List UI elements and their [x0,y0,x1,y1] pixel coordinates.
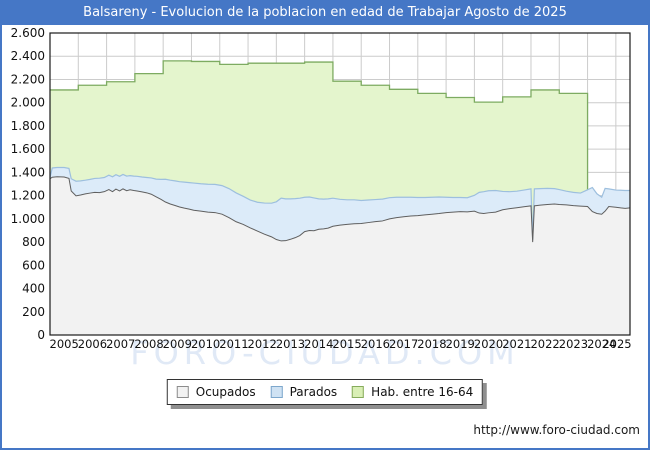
y-tick-label: 1.200 [11,189,45,203]
x-tick-label: 2007 [106,337,135,351]
x-tick-label: 2015 [332,337,361,351]
x-tick-label: 2025 [602,337,631,351]
y-tick-label: 600 [22,258,45,272]
y-tick-label: 2.400 [11,49,45,63]
legend-item-ocupados: Ocupados [176,385,256,399]
footer-url[interactable]: http://www.foro-ciudad.com [473,423,640,437]
legend-swatch [176,386,189,398]
y-tick-label: 200 [22,305,45,319]
x-tick-label: 2005 [50,337,79,351]
y-tick-label: 1.400 [11,165,45,179]
legend-swatch [352,386,365,398]
plot-border [49,32,631,336]
x-tick-label: 2012 [248,337,277,351]
y-tick-label: 1.800 [11,119,45,133]
x-tick-label: 2010 [191,337,220,351]
chart-title-bar: Balsareny - Evolucion de la poblacion en… [0,0,650,25]
x-tick-label: 2020 [474,337,503,351]
legend-item-parados: Parados [270,385,338,399]
legend-label: Hab. entre 16-64 [371,385,474,399]
chart-title: Balsareny - Evolucion de la poblacion en… [83,5,567,20]
x-tick-label: 2011 [219,337,248,351]
x-tick-label: 2018 [417,337,446,351]
x-tick-label: 2008 [134,337,163,351]
y-tick-label: 800 [22,235,45,249]
x-tick-label: 2022 [530,337,559,351]
x-tick-label: 2017 [389,337,418,351]
x-tick-label: 2013 [276,337,305,351]
y-tick-label: 1.000 [11,212,45,226]
legend-item-hab-entre-16-64: Hab. entre 16-64 [352,385,473,399]
x-tick-label: 2023 [559,337,588,351]
y-tick-label: 2.000 [11,96,45,110]
chart-svg: 0 200 400 600 800 1.000 1.200 1.400 1.600 1.800 2.… [11,26,632,351]
y-tick-label: 1.600 [11,142,45,156]
legend-label: Ocupados [195,385,256,399]
x-tick-label: 2009 [163,337,192,351]
line-ocupados [49,176,631,243]
frame-border-right [648,0,650,450]
x-tick-label: 2024 [587,337,616,351]
x-tick-label: 2016 [361,337,390,351]
y-tick-label: 2.200 [11,73,45,87]
x-tick-label: 2021 [502,337,531,351]
y-tick-label: 0 [37,328,45,342]
x-tick-label: 2019 [446,337,475,351]
y-tick-label: 400 [22,282,45,296]
chart-legend: Ocupados Parados Hab. entre 16-64 [166,379,484,405]
line-hab-16-64 [50,60,589,190]
area-ocupados [50,176,630,335]
frame-border-left [0,0,2,450]
y-tick-label: 2.600 [11,26,45,40]
frame-border-bottom [0,448,650,450]
x-tick-label: 2006 [78,337,107,351]
legend-label: Parados [289,385,338,399]
x-tick-label: 2014 [304,337,333,351]
legend-swatch [270,386,283,398]
watermark-text: FORO-CIUDAD.COM [130,334,520,372]
